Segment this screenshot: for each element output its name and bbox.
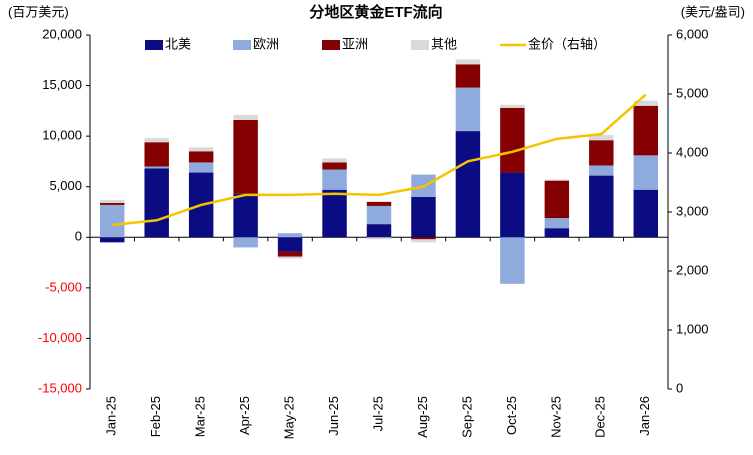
bar-segment [144, 138, 169, 143]
bar-segment [100, 202, 125, 205]
y2-tick-label: 1,000 [676, 321, 709, 336]
bar-segment [233, 114, 258, 120]
x-tick-label: Feb-25 [148, 396, 163, 437]
chart-title: 分地区黄金ETF流向 [309, 3, 442, 21]
bar-segment [411, 196, 436, 238]
bar-segment [233, 119, 258, 194]
legend-label: 北美 [165, 36, 191, 51]
legend-swatch [411, 40, 429, 50]
y-axis-title: (百万美元) [8, 4, 69, 19]
bar-segment [233, 193, 258, 238]
bar-segment [277, 256, 303, 259]
bar-segment [366, 205, 392, 225]
x-tick-label: Jan-26 [637, 396, 652, 436]
bar-segment [455, 131, 481, 238]
y-tick-label: 15,000 [42, 77, 82, 92]
x-tick-label: Dec-25 [593, 396, 608, 438]
bar-segment [500, 104, 525, 108]
x-tick-label: Apr-25 [237, 396, 252, 435]
bar-segment [455, 59, 481, 65]
y2-tick-label: 2,000 [676, 262, 709, 277]
x-tick-label: Aug-25 [415, 396, 430, 438]
bar-segment [455, 87, 481, 132]
bar-segment [411, 239, 436, 243]
bar-segment [633, 100, 658, 106]
x-tick-label: Jan-25 [104, 396, 119, 436]
y-tick-label: -15,000 [38, 380, 82, 395]
x-tick-label: Jul-25 [370, 396, 385, 431]
x-tick-label: Oct-25 [504, 396, 519, 435]
legend-swatch [233, 40, 251, 50]
bar-segment [366, 224, 392, 238]
bar-segment [188, 151, 214, 163]
bar-segment [544, 218, 570, 229]
bar-segment [633, 105, 658, 156]
bar-segment [589, 165, 614, 176]
y2-tick-label: 6,000 [676, 26, 709, 41]
bar-segment [633, 155, 658, 190]
x-tick-label: Mar-25 [193, 396, 208, 437]
bar-segment [500, 107, 525, 173]
bar-segment [277, 233, 303, 238]
y-tick-label: -5,000 [45, 279, 82, 294]
y2-tick-label: 4,000 [676, 144, 709, 159]
bar-segment [589, 140, 614, 166]
bar-segment [100, 204, 125, 238]
y2-tick-label: 0 [676, 380, 683, 395]
bar-segment [100, 237, 125, 243]
legend-label: 欧洲 [253, 36, 279, 51]
bar-segment [544, 228, 570, 238]
bar-segment [322, 162, 347, 170]
y2-axis-title: (美元/盎司) [681, 4, 745, 19]
bar-segment [144, 166, 169, 169]
bar-segment [188, 162, 214, 173]
y-tick-label: -10,000 [38, 330, 82, 345]
bar-segment [500, 237, 525, 284]
y-tick-label: 20,000 [42, 26, 82, 41]
bar-segment [366, 237, 392, 240]
bar-segment [411, 237, 436, 240]
bar-segment [144, 142, 169, 167]
bar-segment [322, 169, 347, 190]
bar-segment [589, 175, 614, 238]
y2-tick-label: 3,000 [676, 203, 709, 218]
bar-segment [589, 135, 614, 141]
bar-segment [500, 172, 525, 238]
bar-segment [322, 158, 347, 163]
y-tick-label: 0 [75, 229, 82, 244]
price-line [112, 93, 647, 227]
y-tick-label: 10,000 [42, 128, 82, 143]
x-tick-label: Nov-25 [548, 396, 563, 438]
bar-segment [277, 251, 303, 257]
x-tick-label: Jun-25 [326, 396, 341, 436]
bar-segment [188, 147, 214, 152]
y-tick-label: 5,000 [49, 178, 82, 193]
legend-label: 金价（右轴） [528, 36, 606, 51]
legend-label: 其他 [431, 36, 457, 51]
y2-tick-label: 5,000 [676, 85, 709, 100]
legend-swatch [322, 40, 340, 50]
x-tick-label: May-25 [282, 396, 297, 439]
x-tick-label: Sep-25 [459, 396, 474, 438]
legend-swatch [145, 40, 163, 50]
legend-label: 亚洲 [342, 36, 368, 51]
bar-segment [455, 64, 481, 88]
bar-segment [100, 199, 125, 203]
bar-segment [322, 189, 347, 238]
bar-segment [277, 237, 303, 252]
bar-segment [544, 180, 570, 219]
bar-segment [366, 201, 392, 206]
bar-segment [633, 189, 658, 238]
bar-segment [233, 237, 258, 248]
bar-segment [144, 168, 169, 238]
bar-segment [544, 179, 570, 181]
